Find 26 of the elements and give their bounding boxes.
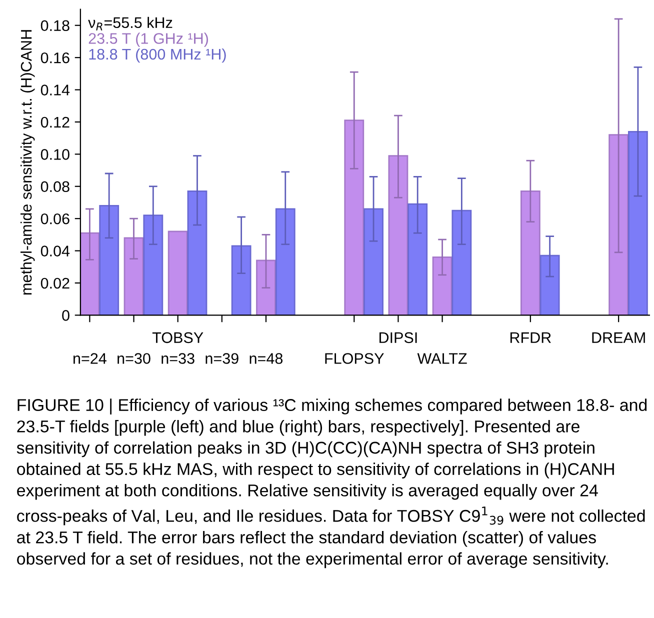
x-tick-label: DIPSI <box>380 332 417 344</box>
y-tick-label: 0.04 <box>40 246 70 256</box>
x-tick-label: n=30 <box>118 353 150 364</box>
x-tick-label: DREAM <box>592 332 645 343</box>
x-tick-label: n=24 <box>74 353 106 364</box>
legend-title: ν$_{R}$=55.5 kHz <box>88 16 172 30</box>
x-tick-label: n=39 <box>206 353 238 364</box>
text: 18.8 T (800 MHz ¹H) <box>89 48 226 63</box>
text: TOBSY <box>152 332 204 344</box>
x-tick-label: WALTZ <box>417 353 467 364</box>
x-tick-label: FLOPSY <box>325 353 384 364</box>
y-tick-label: 0 <box>62 310 70 321</box>
x-tick-label: n=48 <box>250 353 283 364</box>
text: 23.5 T (1 GHz ¹H) <box>88 32 208 47</box>
y-tick-label: 0.08 <box>40 181 70 192</box>
y-tick-label: 0.12 <box>40 116 70 128</box>
y-tick-label: 0.06 <box>40 213 70 224</box>
y-tick-label: 0.16 <box>40 52 70 64</box>
text: FIGURE 10 | Efficiency of various ¹³C mixing schemes compared between 18.8- and 23.5-T fields [purple (left) and blue (right) bars, respectively]. Presented are sensitivity of correlation peaks in 3D (H)C(CC)(CA)NH spectra of SH3 protein obtained at 55.5 kHz MAS, with respect to sensitivity of correlations in (H)CANH experiment at both conditions. Relative sensitivity is averaged equally over 24 cross-peaks of Val, Leu, and Ile residues. Data for TOBSY C9$^{1}$$_{39}$ were not collected at 23.5 T field. The error bars reflect the standard deviation (scatter) of values observed for a set of residues, not the experimental error of average sensitivity. <box>16 398 647 568</box>
y-axis-title: methyl-amide sensitivity w.r.t. (H)CANH <box>20 30 35 294</box>
x-tick-label: RFDR <box>510 332 551 343</box>
y-tick-label: 0.14 <box>40 84 70 96</box>
y-tick-label: 0.18 <box>40 20 70 32</box>
y-tick-label: 0.10 <box>40 149 70 160</box>
x-tick-label: n=33 <box>162 353 194 364</box>
y-tick-label: 0.02 <box>40 278 70 289</box>
